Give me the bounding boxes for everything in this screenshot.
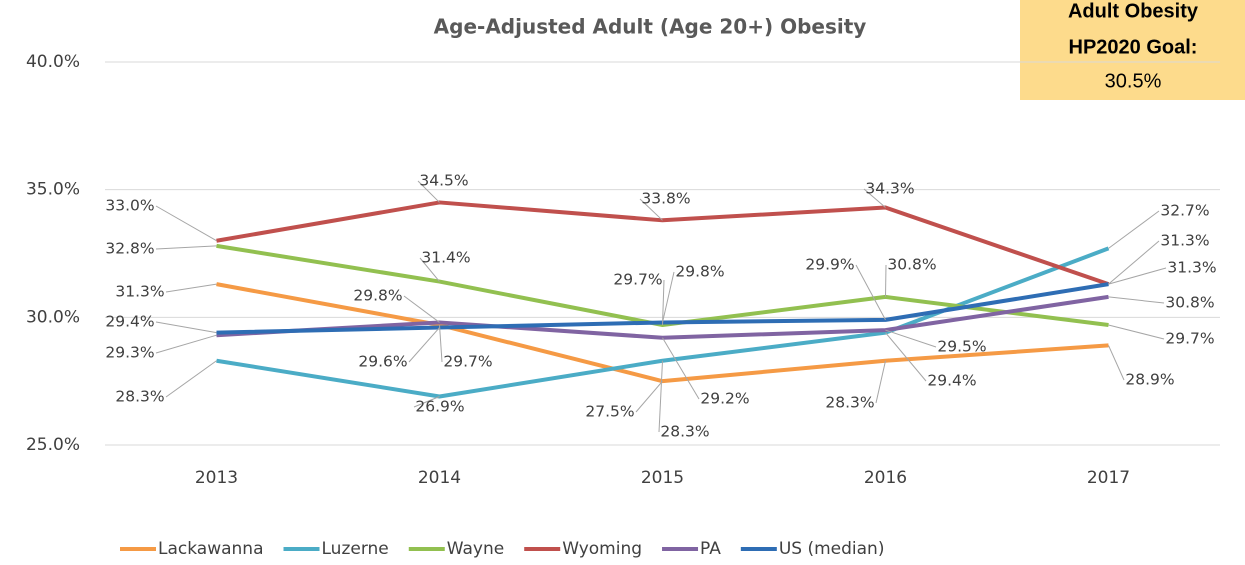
data-label: 28.3%: [825, 394, 874, 412]
data-label: 31.3%: [1167, 259, 1216, 277]
leader-line: [1108, 324, 1165, 340]
leader-line: [155, 334, 217, 354]
leader-line: [155, 205, 217, 242]
data-label: 33.8%: [641, 190, 690, 208]
data-label: 34.5%: [419, 172, 468, 190]
leader-line: [403, 295, 440, 323]
data-label: 34.3%: [865, 180, 914, 198]
legend-label: Wyoming: [562, 539, 642, 559]
data-label: 28.9%: [1125, 371, 1174, 389]
data-label: 29.2%: [700, 390, 749, 408]
leader-line: [155, 245, 217, 250]
leader-line: [165, 283, 217, 293]
legend-label: Wayne: [447, 539, 504, 559]
data-label: 33.0%: [105, 197, 154, 215]
leader-line: [885, 329, 937, 348]
data-label: 29.9%: [805, 256, 854, 274]
legend-label: PA: [700, 539, 721, 559]
y-tick-label: 40.0%: [26, 52, 80, 72]
data-label: 32.8%: [105, 240, 154, 258]
leader-line: [165, 360, 217, 398]
goal-value: 30.5%: [1105, 70, 1162, 92]
leader-line: [885, 264, 887, 297]
data-label: 29.4%: [105, 313, 154, 331]
leader-line: [408, 327, 440, 363]
x-tick-label: 2016: [864, 468, 907, 488]
data-label: 26.9%: [415, 398, 464, 416]
data-label: 31.3%: [1160, 232, 1209, 250]
legend-label: Luzerne: [322, 539, 389, 559]
chart-title: Age-Adjusted Adult (Age 20+) Obesity: [434, 15, 867, 39]
x-tick-label: 2017: [1087, 468, 1130, 488]
legend-label: US (median): [779, 539, 885, 559]
leader-line: [1108, 296, 1165, 304]
goal-text: Adult Obesity: [1068, 0, 1199, 22]
y-tick-label: 30.0%: [26, 307, 80, 327]
data-label: 29.8%: [675, 263, 724, 281]
data-label: 30.8%: [1165, 294, 1214, 312]
leader-line: [413, 396, 440, 408]
leader-line: [662, 337, 700, 400]
leader-line: [1108, 240, 1160, 285]
leader-line: [1108, 210, 1160, 249]
goal-text: HP2020 Goal:: [1069, 36, 1198, 58]
leader-line: [863, 188, 886, 208]
data-label: 28.3%: [660, 423, 709, 441]
leader-line: [639, 198, 663, 221]
legend-label: Lackawanna: [158, 539, 264, 559]
data-label: 29.7%: [443, 353, 492, 371]
leader-line: [885, 332, 927, 382]
x-tick-label: 2014: [418, 468, 461, 488]
data-label: 29.5%: [937, 338, 986, 356]
leader-line: [417, 180, 440, 203]
leader-line: [662, 279, 665, 326]
leader-line: [635, 380, 663, 413]
x-tick-label: 2013: [195, 468, 238, 488]
x-tick-label: 2015: [641, 468, 684, 488]
leader-line: [875, 360, 886, 404]
goal-box: [1020, 0, 1245, 100]
leader-line: [155, 321, 217, 334]
leader-line: [1108, 267, 1167, 285]
leader-line: [855, 264, 886, 321]
data-label: 30.8%: [887, 256, 936, 274]
data-label: 29.7%: [1165, 330, 1214, 348]
data-label: 28.3%: [115, 388, 164, 406]
data-label: 29.4%: [927, 372, 976, 390]
leader-line: [1108, 345, 1125, 381]
leader-line: [662, 271, 675, 323]
data-label: 31.3%: [115, 283, 164, 301]
data-label: 29.7%: [613, 271, 662, 289]
y-tick-label: 35.0%: [26, 180, 80, 200]
data-label: 29.3%: [105, 344, 154, 362]
data-label: 29.6%: [358, 353, 407, 371]
data-label: 27.5%: [585, 403, 634, 421]
data-label: 32.7%: [1160, 202, 1209, 220]
leader-line: [419, 257, 440, 282]
leader-line: [658, 360, 663, 433]
data-label: 29.8%: [353, 287, 402, 305]
data-label: 31.4%: [421, 249, 470, 267]
leader-line: [439, 324, 443, 363]
y-tick-label: 25.0%: [26, 435, 80, 455]
